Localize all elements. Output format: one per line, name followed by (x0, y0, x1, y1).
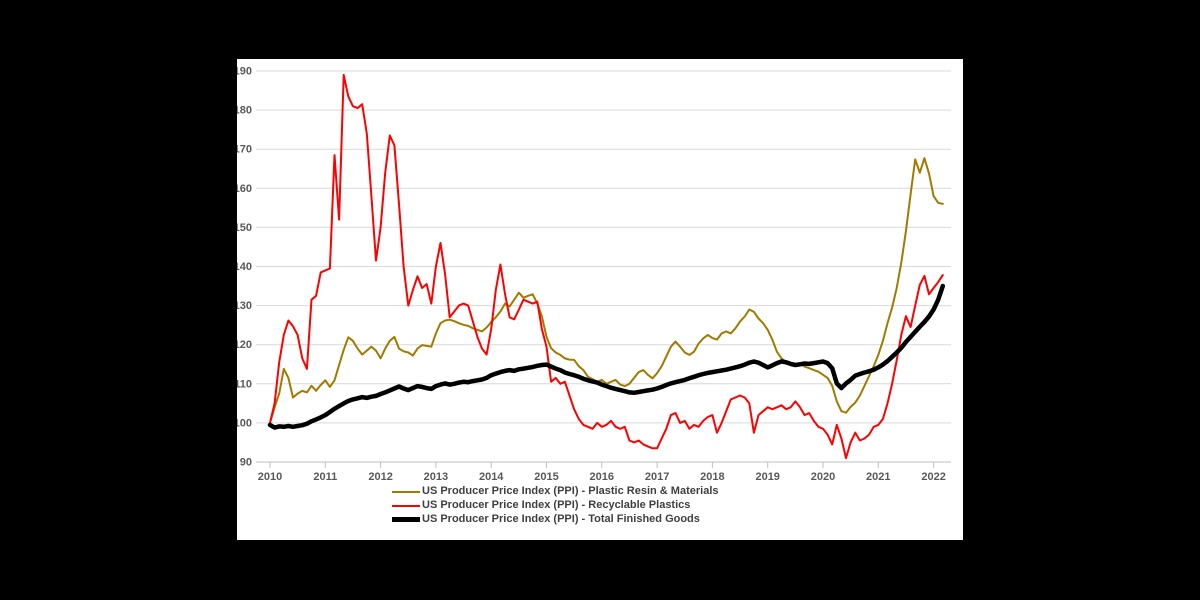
y-axis-label-190: 190 (237, 66, 252, 78)
y-axis-label-140: 140 (237, 261, 252, 273)
x-axis-label-2010: 2010 (258, 471, 282, 483)
series-line-1 (269, 73, 944, 460)
legend-label-total-finished-goods: US Producer Price Index (PPI) - Total Fi… (422, 513, 700, 525)
y-axis-label-120: 120 (237, 339, 252, 351)
legend-swatch-total-finished-goods-icon (392, 517, 420, 522)
x-axis-label-2016: 2016 (590, 471, 614, 483)
legend: US Producer Price Index (PPI) - Plastic … (392, 486, 719, 525)
legend-item-recyclable-plastics: US Producer Price Index (PPI) - Recyclab… (392, 500, 719, 511)
legend-item-total-finished-goods: US Producer Price Index (PPI) - Total Fi… (392, 514, 719, 525)
chart-svg: 90 100 110 120 130 140 150 160 170 180 190 2010 2011… (237, 66, 951, 483)
legend-item-plastic-resin: US Producer Price Index (PPI) - Plastic … (392, 486, 719, 497)
x-axis-label-2018: 2018 (700, 471, 724, 483)
y-axis-label-130: 130 (237, 300, 252, 312)
x-axis-label-2012: 2012 (368, 471, 392, 483)
legend-label-plastic-resin: US Producer Price Index (PPI) - Plastic … (422, 485, 719, 497)
x-axis-label-2011: 2011 (313, 471, 337, 483)
y-axis-label-160: 160 (237, 183, 252, 195)
x-axis-label-2020: 2020 (811, 471, 835, 483)
legend-swatch-plastic-resin-icon (392, 490, 420, 493)
y-axis-label-170: 170 (237, 144, 252, 156)
legend-label-recyclable-plastics: US Producer Price Index (PPI) - Recyclab… (422, 499, 691, 511)
y-axis-label-110: 110 (237, 378, 252, 390)
y-axis-label-180: 180 (237, 105, 252, 117)
x-axis-label-2014: 2014 (479, 471, 504, 483)
y-axis-label-100: 100 (237, 417, 252, 429)
chart-panel: 90 100 110 120 130 140 150 160 170 180 190 2010 2011… (237, 59, 963, 540)
x-axis-label-2013: 2013 (424, 471, 448, 483)
y-axis-label-90: 90 (240, 457, 252, 469)
legend-swatch-recyclable-plastics-icon (392, 504, 420, 507)
x-axis-label-2019: 2019 (755, 471, 779, 483)
x-axis-label-2015: 2015 (534, 471, 558, 483)
x-axis-label-2022: 2022 (921, 471, 945, 483)
y-axis-label-150: 150 (237, 222, 252, 234)
series-line-2 (267, 283, 946, 430)
x-axis-label-2021: 2021 (866, 471, 890, 483)
x-axis-label-2017: 2017 (645, 471, 669, 483)
